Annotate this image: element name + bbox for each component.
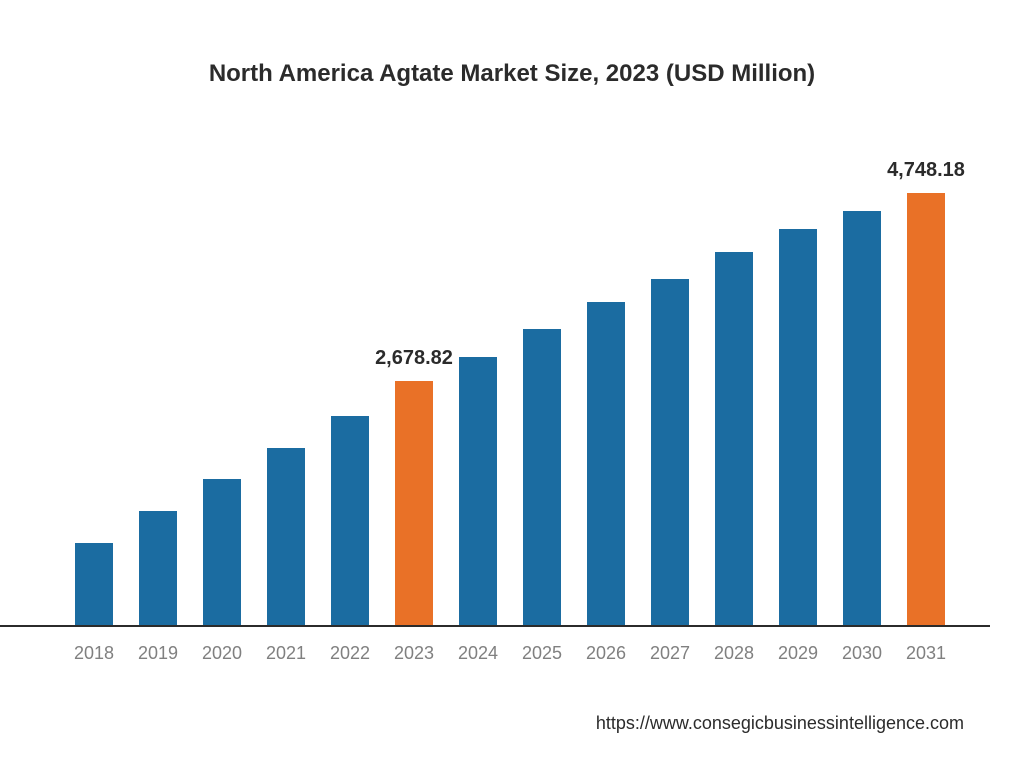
xaxis-label-2031: 2031 bbox=[896, 643, 956, 664]
bar-2028 bbox=[715, 252, 753, 625]
xaxis-label-2019: 2019 bbox=[128, 643, 188, 664]
bar-2025 bbox=[523, 329, 561, 625]
xaxis-label-2022: 2022 bbox=[320, 643, 380, 664]
xaxis-label-2029: 2029 bbox=[768, 643, 828, 664]
bar-2022 bbox=[331, 416, 369, 625]
bar-2027 bbox=[651, 279, 689, 625]
chart-container: { "chart": { "type": "bar", "title": "No… bbox=[0, 0, 1024, 768]
bar-2018 bbox=[75, 543, 113, 625]
bar-2020 bbox=[203, 479, 241, 625]
bar-2023 bbox=[395, 381, 433, 625]
bar-2021 bbox=[267, 448, 305, 625]
xaxis-label-2025: 2025 bbox=[512, 643, 572, 664]
xaxis-label-2027: 2027 bbox=[640, 643, 700, 664]
source-url: https://www.consegicbusinessintelligence… bbox=[596, 713, 964, 734]
xaxis-label-2030: 2030 bbox=[832, 643, 892, 664]
xaxis-label-2024: 2024 bbox=[448, 643, 508, 664]
bar-2024 bbox=[459, 357, 497, 625]
xaxis-label-2021: 2021 bbox=[256, 643, 316, 664]
xaxis-label-2018: 2018 bbox=[64, 643, 124, 664]
xaxis-label-2020: 2020 bbox=[192, 643, 252, 664]
chart-title: North America Agtate Market Size, 2023 (… bbox=[0, 60, 1024, 88]
bar-2031 bbox=[907, 193, 945, 625]
value-label-2023: 2,678.82 bbox=[359, 347, 469, 370]
xaxis-label-2023: 2023 bbox=[384, 643, 444, 664]
xaxis-label-2028: 2028 bbox=[704, 643, 764, 664]
bar-2026 bbox=[587, 302, 625, 625]
bar-2019 bbox=[139, 511, 177, 625]
bar-2029 bbox=[779, 229, 817, 625]
value-label-2031: 4,748.18 bbox=[871, 159, 981, 182]
bar-2030 bbox=[843, 211, 881, 625]
plot-area bbox=[60, 170, 960, 625]
x-axis-line bbox=[0, 625, 990, 627]
xaxis-label-2026: 2026 bbox=[576, 643, 636, 664]
